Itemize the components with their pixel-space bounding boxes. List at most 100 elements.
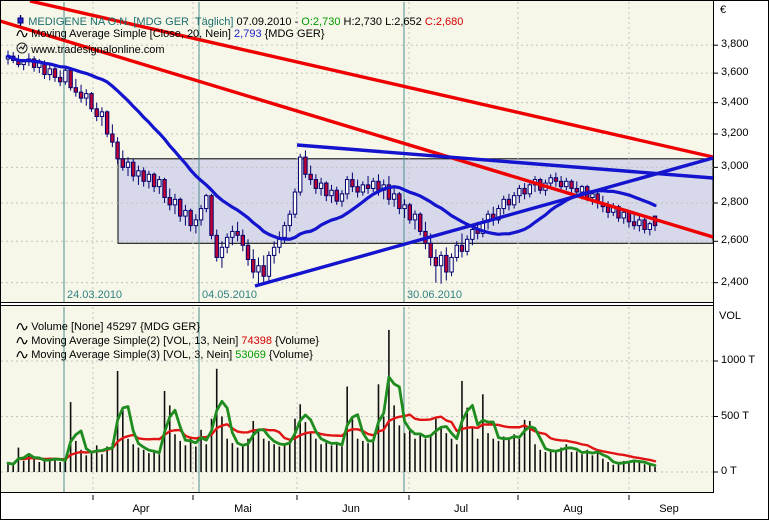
event-date-label: 04.05.2010 [202,289,258,301]
candle-up [271,246,277,256]
candle-up [219,246,225,258]
candle-up [590,193,595,198]
candle-up [339,193,345,202]
candle-down [57,76,63,83]
tradesignal-logo-icon [16,42,28,58]
candle-down [89,93,94,110]
price-tick-label: 3,200 [721,126,749,139]
volume-tick-label: 500 T [721,409,749,422]
month-label-mai: Mai [234,503,252,515]
price-tick-label: 3,400 [721,95,749,108]
candle-up [402,204,407,210]
volume-ma13-legend: Moving Average Simple(2) [VOL, 13, Nein]… [4,322,319,362]
candle-up [647,223,653,231]
candle-up [47,68,52,76]
price-tick-label: 2,800 [721,196,749,208]
candle-down [151,173,157,188]
candle-up [621,211,626,219]
candle-down [78,91,84,99]
candle-down [605,206,611,213]
event-date-label: 30.06.2010 [407,289,463,301]
candle-down [110,133,115,143]
candle-down [574,187,579,193]
candle-up [125,161,131,168]
candle-up [204,195,209,210]
candle-up [183,209,188,217]
candle-down [162,179,167,198]
candle-down [459,244,465,252]
price-ma-value: 2,793 [234,28,262,40]
candle-down [506,198,512,206]
candle-down [631,221,637,227]
volume-ma13-name: Moving Average Simple(2) [VOL, 13, Nein] [31,335,242,347]
candle-down [245,244,251,261]
candle-up [527,184,532,195]
candle-up [63,69,68,83]
candle-down [261,265,266,277]
candle-down [626,211,632,223]
candle-up [579,186,585,193]
candle-down [334,189,339,202]
candle-down [308,173,313,181]
candle-up [391,193,397,200]
candle-down [386,184,392,200]
candle-up [501,198,506,210]
price-sma20-line [6,54,657,241]
candle-up [256,265,261,273]
candle-down [68,69,73,89]
candle-up [298,156,303,193]
volume-value: 45297 [106,321,138,333]
open-value: O:2,730 [301,16,341,28]
volume-name: Volume [None] [31,321,107,333]
price-ma-suffix: {MDG GER} [261,28,325,40]
candle-down [418,213,423,232]
candle-down [324,182,329,197]
volume-ma3-suffix: {Volume} [265,349,313,361]
wave-icon [16,29,28,42]
candle-up [136,170,141,177]
candle-down [104,111,110,135]
candle-up [287,213,292,227]
candle-up [496,208,501,221]
volume-tick-label: 0 T [721,465,737,477]
candle-up [517,187,522,197]
candle-down [433,256,439,267]
candle-down [177,198,183,217]
candle-up [146,173,152,182]
watermark-url[interactable]: www.tradesignalonline.com [31,44,165,56]
instrument-icon [16,15,25,30]
candle-up [230,230,235,238]
volume-ma3-value: 53069 [235,349,266,361]
volume-ma13-value: 74398 [241,335,272,347]
trendline-blue-support-rising [254,156,714,288]
candle-up [360,184,366,193]
candle-down [94,108,99,118]
candle-down [214,234,219,258]
candle-up [172,198,178,206]
candle-down [141,170,146,182]
wave-icon [16,322,28,335]
candle-down [188,209,193,227]
candle-down [167,196,172,206]
candle-down [350,179,355,188]
candle-up [282,225,287,238]
candle-down [73,87,79,93]
volume-ma3-name: Moving Average Simple(3) [VOL, 3, Nein] [31,349,236,361]
candle-up [464,238,470,252]
candle-down [522,187,527,195]
close-value: C:2,680 [424,16,464,28]
candle-up [564,180,569,188]
watermark: www.tradesignalonline.com [4,29,165,71]
candle-down [52,68,58,78]
price-tick-label: 2,600 [721,234,749,247]
candle-down [251,259,256,273]
candle-up [157,179,162,188]
price-tick-label: 3,000 [721,160,749,173]
month-label-jul: Jul [453,503,469,515]
volume-suffix: {MDG GER} [137,321,201,333]
candle-up [470,229,475,240]
month-label-sep: Sep [659,503,679,515]
volume-ma3-legend: Moving Average Simple(3) [VOL, 3, Nein] … [4,336,313,376]
volume-axis-unit: VOL [719,310,742,322]
